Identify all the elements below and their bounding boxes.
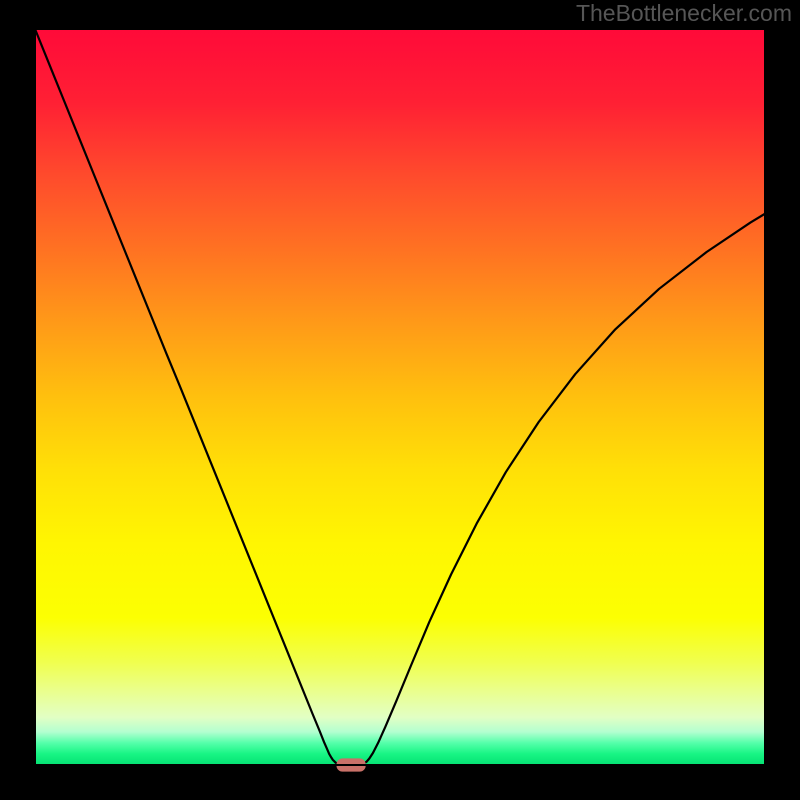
bottleneck-curve-chart xyxy=(0,0,800,800)
watermark-text: TheBottlenecker.com xyxy=(576,0,792,27)
chart-container: TheBottlenecker.com xyxy=(0,0,800,800)
